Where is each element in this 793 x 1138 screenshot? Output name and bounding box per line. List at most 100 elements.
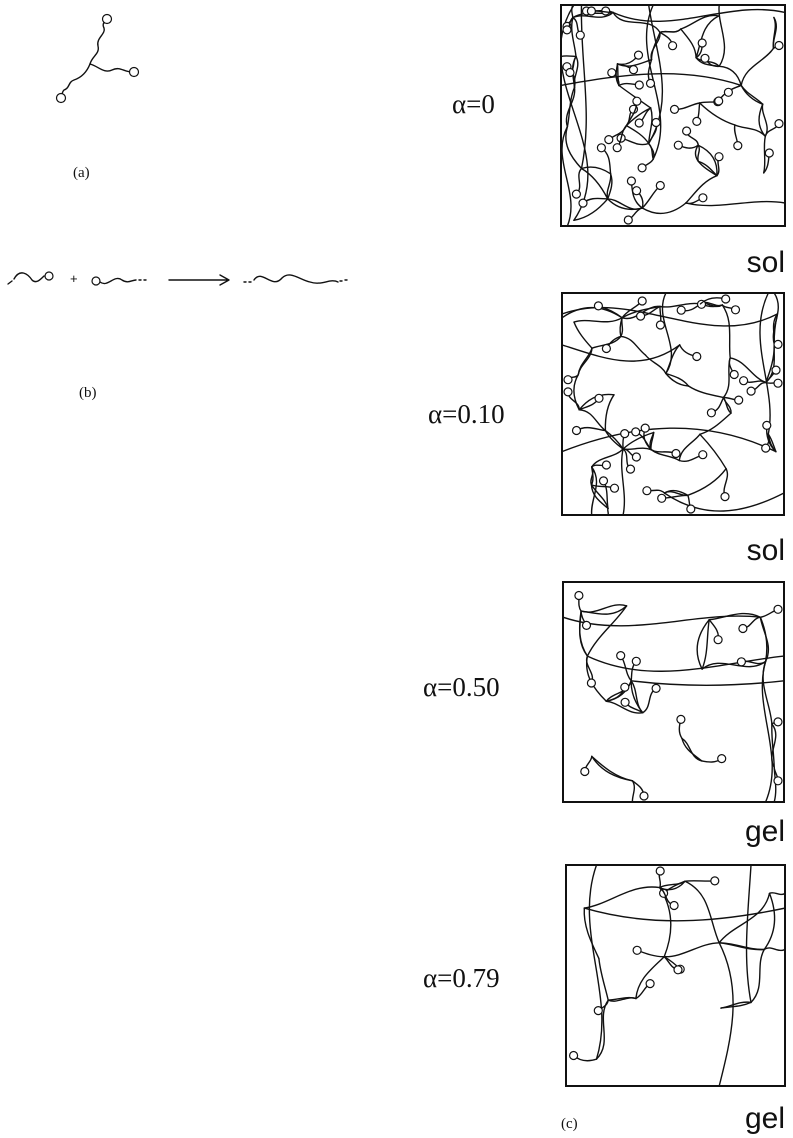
network-strand bbox=[681, 737, 703, 762]
star-monomer bbox=[55, 13, 140, 104]
unreacted-end-bead bbox=[736, 657, 747, 667]
alpha-label: α=0.79 bbox=[423, 963, 500, 993]
network-strand bbox=[722, 396, 732, 414]
alpha-label: α=0.10 bbox=[428, 399, 505, 429]
unreacted-end-bead bbox=[738, 623, 748, 634]
unreacted-end-bead bbox=[631, 427, 641, 437]
label-a: (a) bbox=[73, 165, 90, 181]
unreacted-end-bead bbox=[593, 1005, 603, 1016]
unreacted-end-bead bbox=[580, 766, 590, 777]
unreacted-end-bead bbox=[681, 126, 692, 136]
unreacted-end-bead bbox=[628, 65, 639, 75]
network-strand bbox=[680, 28, 697, 59]
unreacted-end-bead bbox=[586, 678, 597, 688]
unreacted-end-bead bbox=[620, 429, 630, 439]
unreacted-end-bead bbox=[717, 753, 727, 764]
network-strand bbox=[562, 306, 778, 327]
unreacted-end-bead bbox=[635, 311, 646, 321]
network-strand bbox=[659, 880, 686, 891]
network-strand bbox=[591, 755, 634, 782]
network-strand bbox=[697, 144, 701, 163]
network-strand bbox=[696, 619, 710, 670]
network-strand bbox=[583, 907, 785, 922]
network-strand bbox=[625, 124, 650, 145]
unreacted-end-bead bbox=[733, 141, 743, 151]
network-strand bbox=[721, 304, 731, 359]
network-strands bbox=[562, 293, 784, 515]
unreacted-end-bead bbox=[734, 395, 744, 405]
network-strand bbox=[586, 655, 784, 672]
network-strand bbox=[591, 755, 634, 782]
network-strand bbox=[740, 84, 764, 105]
network-strand bbox=[759, 616, 770, 663]
network-strand bbox=[665, 372, 690, 387]
network-strand bbox=[620, 448, 626, 515]
network-strand bbox=[573, 317, 623, 323]
unreacted-end-bead bbox=[738, 376, 749, 386]
unreacted-end-bead bbox=[634, 118, 644, 128]
unreacted-end-bead bbox=[692, 116, 702, 127]
network-strand bbox=[631, 780, 635, 802]
unreacted-end-bead bbox=[575, 30, 585, 40]
network-strand bbox=[644, 354, 667, 375]
network-strand bbox=[771, 723, 777, 768]
network-strand bbox=[622, 447, 652, 451]
network-strand bbox=[591, 448, 624, 468]
network-strand bbox=[565, 86, 576, 128]
unreacted-end-bead bbox=[655, 320, 666, 330]
unreacted-end-bead bbox=[671, 448, 681, 459]
unreacted-end-bead bbox=[578, 198, 588, 208]
network-strand bbox=[718, 65, 742, 87]
network-strands bbox=[563, 590, 784, 802]
network-strand bbox=[718, 942, 734, 1086]
network-strand bbox=[573, 198, 609, 221]
network-strand bbox=[604, 429, 624, 450]
unreacted-end-bead bbox=[634, 80, 644, 90]
network-strand bbox=[572, 11, 614, 19]
state-label: sol bbox=[747, 534, 785, 567]
unreacted-end-bead bbox=[563, 375, 573, 385]
network-strand bbox=[630, 680, 784, 686]
network-strand bbox=[771, 723, 775, 768]
unreacted-end-bead bbox=[601, 343, 612, 354]
network-strand bbox=[580, 167, 609, 200]
unreacted-end-bead bbox=[655, 866, 665, 876]
network-strand bbox=[604, 429, 624, 450]
unreacted-end-bead bbox=[774, 118, 784, 129]
network-panel-2: α=0.10 sol bbox=[428, 292, 785, 567]
unreacted-end-bead bbox=[706, 408, 717, 418]
unreacted-end-bead bbox=[596, 143, 607, 153]
network-strand bbox=[765, 343, 775, 384]
network-strand bbox=[561, 5, 589, 221]
unreacted-end-bead bbox=[692, 351, 702, 362]
unreacted-end-bead bbox=[714, 96, 724, 106]
network-strand bbox=[720, 1001, 752, 1009]
network-strand bbox=[718, 5, 726, 67]
network-strand bbox=[659, 886, 672, 958]
network-strand bbox=[561, 55, 577, 58]
network-strand bbox=[680, 14, 720, 30]
network-strand bbox=[762, 660, 773, 725]
network-strands bbox=[568, 865, 785, 1086]
unreacted-end-bead bbox=[562, 25, 572, 35]
unreacted-end-bead bbox=[676, 714, 686, 725]
network-strand bbox=[685, 200, 785, 207]
network-strand bbox=[659, 28, 682, 34]
alpha-label: α=0 bbox=[452, 89, 495, 119]
unreacted-end-bead bbox=[762, 420, 772, 430]
unreacted-end-bead bbox=[594, 393, 604, 403]
network-strand bbox=[772, 16, 777, 49]
network-strand bbox=[681, 737, 703, 762]
network-strand bbox=[685, 175, 718, 204]
network-panel-1: α=0 sol bbox=[452, 4, 786, 279]
alpha-label: α=0.50 bbox=[423, 672, 500, 702]
unreacted-end-bead bbox=[657, 493, 667, 503]
network-strand bbox=[740, 47, 775, 87]
unreacted-end-bead bbox=[720, 492, 730, 502]
network-strand bbox=[701, 619, 710, 670]
network-strand bbox=[678, 433, 701, 462]
network-panels: α=0 sol α=0.10 sol α=0.50 gel α=0.79 gel bbox=[423, 4, 786, 1135]
network-strand bbox=[745, 865, 752, 1004]
network-strand bbox=[586, 605, 628, 657]
state-label: gel bbox=[745, 815, 785, 848]
